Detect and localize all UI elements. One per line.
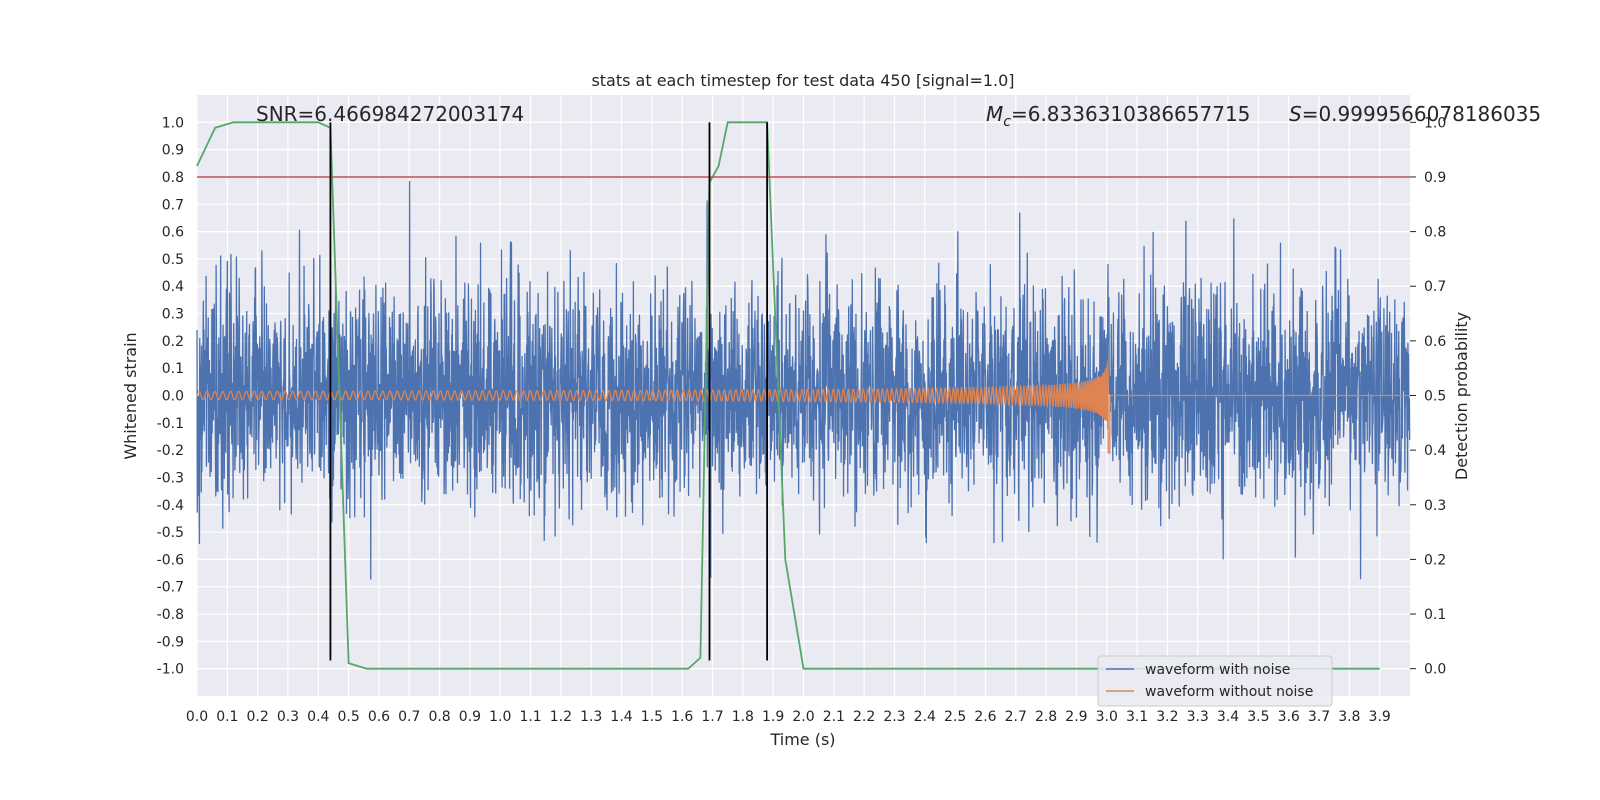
probability-line [196, 121, 1380, 670]
series-waveform-with-noise [196, 180, 1411, 580]
x-tick-label: 1.0 [489, 709, 511, 725]
clean-waveform-line [196, 359, 1410, 454]
y2-tick-label: 0.6 [1424, 334, 1446, 350]
x-tick-label: 3.4 [1217, 709, 1239, 725]
y2-tick-label: 0.4 [1424, 443, 1446, 459]
x-tick-label: 2.0 [792, 709, 814, 725]
x-tick-label: 2.4 [914, 709, 936, 725]
legend-label-noisy: waveform with noise [1145, 662, 1290, 678]
x-tick-label: 0.8 [428, 709, 450, 725]
x-tick-label: 3.3 [1187, 709, 1209, 725]
y-tick-label: -0.3 [157, 470, 184, 486]
x-tick-label: 1.9 [762, 709, 784, 725]
x-tick-label: 0.4 [307, 709, 329, 725]
y2-tick-label: 0.8 [1424, 225, 1446, 241]
snr-annotation: SNR=6.466984272003174 [256, 102, 524, 126]
x-tick-label: 0.0 [186, 709, 208, 725]
y-tick-label: 0.2 [162, 334, 184, 350]
x-tick-label: 0.6 [368, 709, 390, 725]
x-tick-label: 1.7 [701, 709, 723, 725]
x-tick-label: 0.5 [337, 709, 359, 725]
y-tick-label: 1.0 [162, 115, 184, 131]
y2-tick-label: 0.9 [1424, 170, 1446, 186]
x-tick-label: 3.8 [1338, 709, 1360, 725]
score-value: =0.9999566078186035 [1302, 102, 1541, 126]
y2-tick-label: 0.0 [1424, 662, 1446, 678]
y-tick-label: 0.0 [162, 389, 184, 405]
score-symbol: S [1289, 102, 1302, 126]
x-tick-label: 3.0 [1096, 709, 1118, 725]
y-axis-ticks: 1.0 0.9 0.8 0.7 0.6 0.5 0.4 0.3 0.2 0.1 0.0 -0.1 -0.… [157, 115, 184, 677]
y-tick-label: 0.5 [162, 252, 184, 268]
x-tick-label: 1.8 [732, 709, 754, 725]
legend-box [1097, 655, 1333, 707]
x-tick-label: 1.4 [610, 709, 632, 725]
x-tick-label: 0.7 [398, 709, 420, 725]
y-tick-label: -0.5 [157, 525, 184, 541]
detection-markers [329, 122, 769, 661]
noisy-waveform-line [196, 180, 1411, 580]
x-tick-label: 2.8 [1035, 709, 1057, 725]
x-tick-label: 3.6 [1278, 709, 1300, 725]
x-tick-label: 1.2 [550, 709, 572, 725]
y-tick-label: 0.7 [162, 197, 184, 213]
x-tick-label: 2.2 [853, 709, 875, 725]
y2-tick-label: 0.3 [1424, 498, 1446, 514]
x-axis-label: Time (s) [769, 730, 835, 749]
x-tick-label: 3.7 [1308, 709, 1330, 725]
y-tick-label: 0.8 [162, 170, 184, 186]
y-tick-label: -0.1 [157, 416, 184, 432]
y2-tick-label: 1.0 [1424, 115, 1446, 131]
x-tick-label: 0.3 [277, 709, 299, 725]
y-tick-label: -0.7 [157, 580, 184, 596]
score-annotation: S=0.9999566078186035 [1289, 102, 1541, 126]
x-tick-label: 3.1 [1126, 709, 1148, 725]
x-tick-label: 3.5 [1247, 709, 1269, 725]
series-waveform-without-noise [196, 359, 1410, 454]
chirp-mass-subscript: c [1003, 114, 1011, 130]
y2-tick-label: 0.5 [1424, 389, 1446, 405]
legend-label-clean: waveform without noise [1145, 684, 1313, 700]
y2-axis-ticks: 1.0 0.9 0.8 0.7 0.6 0.5 0.4 0.3 0.2 0.1 0.0 [1410, 115, 1446, 678]
series-detection-probability [196, 121, 1380, 670]
x-tick-label: 3.9 [1369, 709, 1391, 725]
x-tick-label: 2.1 [823, 709, 845, 725]
y2-tick-label: 0.1 [1424, 607, 1446, 623]
y2-axis-label: Detection probability [1452, 312, 1471, 480]
x-tick-label: 2.7 [1005, 709, 1027, 725]
y-tick-label: -0.2 [157, 443, 184, 459]
x-tick-label: 1.3 [580, 709, 602, 725]
x-tick-label: 1.1 [519, 709, 541, 725]
x-tick-label: 1.5 [641, 709, 663, 725]
y-tick-label: 0.6 [162, 225, 184, 241]
y-tick-label: 0.4 [162, 279, 184, 295]
y-tick-label: 0.9 [162, 143, 184, 159]
x-tick-label: 2.5 [944, 709, 966, 725]
chirp-mass-value: =6.8336310386657715 [1011, 102, 1250, 126]
chart-title: stats at each timestep for test data 450… [591, 71, 1014, 90]
x-tick-label: 2.9 [1065, 709, 1087, 725]
y2-tick-label: 0.2 [1424, 552, 1446, 568]
x-tick-label: 2.6 [974, 709, 996, 725]
y-tick-label: -0.6 [157, 552, 184, 568]
chirp-mass-symbol: M [986, 102, 1003, 126]
x-axis-ticks: 0.0 0.1 0.2 0.3 0.4 0.5 0.6 0.7 0.8 0.9 1.0 1.1 1.2 1… [186, 709, 1391, 725]
x-tick-label: 3.2 [1156, 709, 1178, 725]
y2-tick-label: 0.7 [1424, 279, 1446, 295]
x-tick-label: 0.9 [459, 709, 481, 725]
y-tick-label: -0.8 [157, 607, 184, 623]
x-tick-label: 2.3 [883, 709, 905, 725]
chirp-mass-annotation: Mc=6.8336310386657715 [986, 102, 1250, 130]
y-tick-label: -1.0 [157, 662, 184, 678]
x-tick-label: 1.6 [671, 709, 693, 725]
y-tick-label: -0.9 [157, 634, 184, 650]
y-axis-label: Whitened strain [121, 332, 140, 459]
x-tick-label: 0.1 [216, 709, 238, 725]
x-tick-label: 0.2 [247, 709, 269, 725]
legend: waveform with noise waveform without noi… [1097, 655, 1333, 707]
y-tick-label: 0.3 [162, 307, 184, 323]
y-tick-label: -0.4 [157, 498, 184, 514]
y-tick-label: 0.1 [162, 361, 184, 377]
